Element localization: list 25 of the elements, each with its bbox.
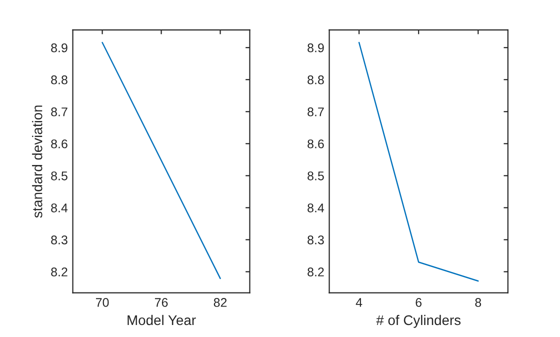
y-tick-label: 8.8	[308, 75, 324, 84]
x-tick-label: 76	[154, 298, 168, 307]
x-tick-label: 82	[214, 298, 227, 307]
x-axis-title: # of Cylinders	[376, 314, 461, 328]
y-tick-label: 8.9	[51, 43, 68, 52]
y-tick-label: 8.8	[51, 75, 68, 84]
y-tick-label: 8.4	[51, 203, 68, 212]
x-tick-label: 4	[356, 298, 362, 307]
x-tick-label: 6	[416, 298, 422, 307]
y-tick-label: 8.9	[308, 43, 324, 52]
x-tick-label: 70	[96, 298, 109, 307]
x-axis-title: Model Year	[128, 314, 196, 326]
y-tick-label: 8.5	[51, 171, 68, 180]
y-tick-label: 8.5	[308, 171, 324, 180]
y-tick-label: 8.7	[51, 107, 68, 116]
y-tick-label: 8.6	[51, 139, 68, 148]
y-tick-label: 8.3	[51, 236, 68, 244]
y-tick-label: 8.4	[308, 203, 324, 212]
y-tick-label: 8.6	[308, 139, 324, 148]
y-axis-title: standard deviation	[32, 106, 42, 218]
y-tick-label: 8.7	[308, 107, 324, 116]
y-tick-label: 8.3	[308, 236, 324, 244]
y-tick-label: 8.2	[51, 268, 68, 276]
x-tick-label: 8	[475, 298, 482, 307]
y-tick-label: 8.2	[308, 268, 324, 276]
